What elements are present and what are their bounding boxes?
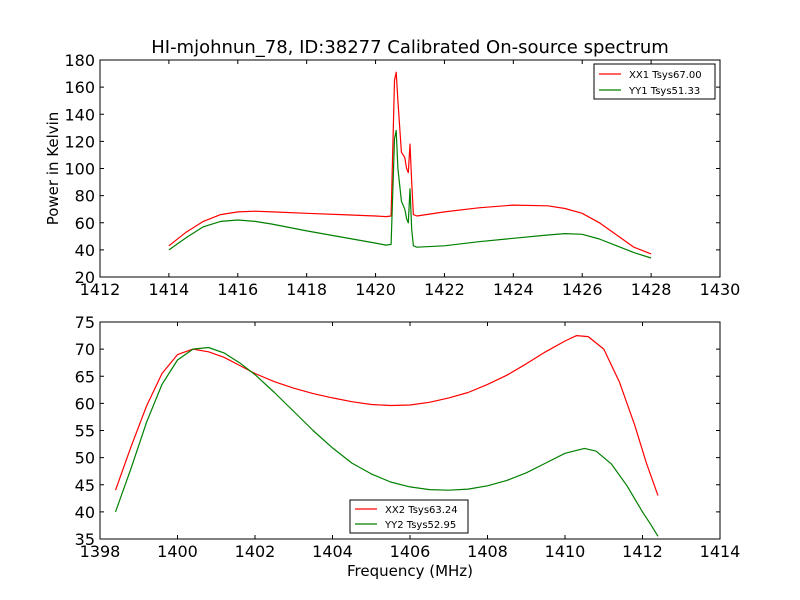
bottom-x-tick-label: 1412 bbox=[622, 542, 663, 561]
bottom-y-tick-label: 75 bbox=[75, 313, 95, 332]
top-y-tick-label: 80 bbox=[75, 187, 95, 206]
top-legend: XX1 Tsys67.00 YY1 Tsys51.33 bbox=[593, 63, 716, 100]
top-y-tick-label: 100 bbox=[64, 160, 95, 179]
bottom-legend-label-xx2: XX2 Tsys63.24 bbox=[385, 505, 458, 516]
top-y-tick-label: 160 bbox=[64, 78, 95, 97]
top-x-tick-label: 1416 bbox=[217, 280, 258, 299]
top-series-lines bbox=[168, 71, 652, 259]
top-y-axis-label: Power in Kelvin bbox=[44, 112, 62, 226]
top-legend-box bbox=[593, 63, 716, 100]
top-y-tick-label: 60 bbox=[75, 214, 95, 233]
top-plot-frame bbox=[99, 59, 721, 278]
bottom-series-lines bbox=[114, 335, 659, 537]
bottom-y-tick-label: 55 bbox=[75, 422, 95, 441]
bottom-y-tick-label: 60 bbox=[75, 394, 95, 413]
chart-title: HI-mjohnun_78, ID:38277 Calibrated On-so… bbox=[151, 37, 669, 58]
top-x-tick-label: 1428 bbox=[631, 280, 672, 299]
top-x-tick-label: 1426 bbox=[562, 280, 603, 299]
top-series-line-xx1 bbox=[168, 71, 652, 255]
bottom-y-tick-label: 50 bbox=[75, 449, 95, 468]
top-series-line-yy1 bbox=[168, 129, 652, 259]
top-x-tick-label: 1430 bbox=[700, 280, 741, 299]
top-y-tick-label: 180 bbox=[64, 51, 95, 70]
top-legend-label-xx1: XX1 Tsys67.00 bbox=[629, 70, 702, 81]
top-subplot: HI-mjohnun_78, ID:38277 Calibrated On-so… bbox=[44, 37, 740, 299]
bottom-x-tick-label: 1404 bbox=[312, 542, 353, 561]
top-y-tick-label: 140 bbox=[64, 105, 95, 124]
top-x-tick-label: 1418 bbox=[286, 280, 327, 299]
top-legend-label-yy1: YY1 Tsys51.33 bbox=[628, 86, 700, 97]
bottom-y-tick-label: 40 bbox=[75, 503, 95, 522]
bottom-x-tick-label: 1400 bbox=[157, 542, 198, 561]
bottom-plot-frame bbox=[99, 321, 721, 540]
bottom-legend-label-yy2: YY2 Tsys52.95 bbox=[384, 520, 456, 531]
bottom-x-tick-label: 1408 bbox=[467, 542, 508, 561]
bottom-y-tick-label: 45 bbox=[75, 476, 95, 495]
top-ticks: 1412 1414 1416 1418 1420 1422 1424 1426 1428 1430… bbox=[64, 51, 740, 299]
top-x-tick-label: 1412 bbox=[80, 280, 121, 299]
top-y-tick-label: 40 bbox=[75, 241, 95, 260]
bottom-y-tick-label: 35 bbox=[75, 530, 95, 549]
bottom-y-tick-label: 65 bbox=[75, 367, 95, 386]
bottom-x-tick-label: 1406 bbox=[390, 542, 431, 561]
bottom-legend-box bbox=[349, 499, 469, 534]
top-y-tick-label: 20 bbox=[75, 268, 95, 287]
bottom-y-tick-label: 70 bbox=[75, 340, 95, 359]
bottom-x-tick-label: 1402 bbox=[235, 542, 276, 561]
top-x-tick-label: 1414 bbox=[149, 280, 190, 299]
bottom-x-tick-label: 1398 bbox=[80, 542, 121, 561]
bottom-subplot: Frequency (MHz) 1398 1400 1402 1404 1406 1408… bbox=[75, 313, 741, 580]
bottom-x-tick-label: 1410 bbox=[545, 542, 586, 561]
bottom-x-axis-label: Frequency (MHz) bbox=[347, 562, 473, 580]
bottom-series-line-xx2 bbox=[114, 335, 659, 496]
top-y-tick-label: 120 bbox=[64, 132, 95, 151]
bottom-series-line-yy2 bbox=[114, 346, 659, 537]
bottom-x-tick-label: 1414 bbox=[700, 542, 741, 561]
top-x-tick-label: 1422 bbox=[424, 280, 465, 299]
top-x-tick-label: 1424 bbox=[493, 280, 534, 299]
bottom-ticks: 1398 1400 1402 1404 1406 1408 1410 1412 1414 35 40… bbox=[75, 313, 741, 561]
bottom-legend: XX2 Tsys63.24 YY2 Tsys52.95 bbox=[349, 499, 469, 534]
top-x-tick-label: 1420 bbox=[355, 280, 396, 299]
